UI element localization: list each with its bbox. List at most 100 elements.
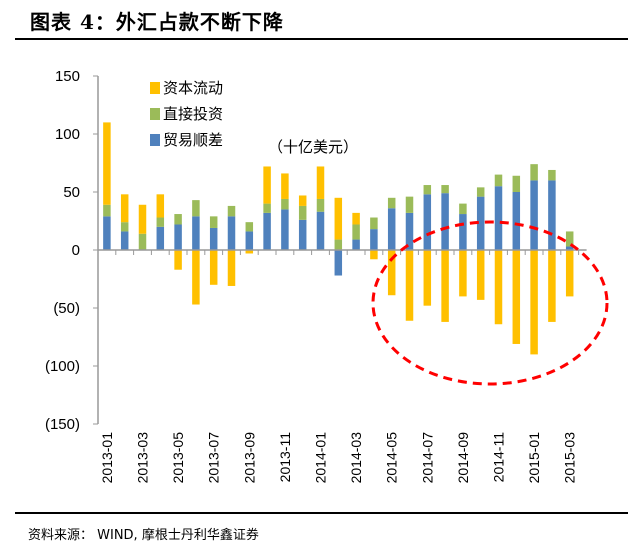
bar-2015-03-0	[565, 250, 574, 297]
bar-2014-01-2	[316, 211, 325, 250]
bar-2015-02-0	[548, 250, 556, 322]
bar-2013-10-1	[263, 203, 271, 213]
bar-2013-01-1	[103, 204, 111, 217]
bar-2013-01-0	[103, 122, 111, 205]
bar-2014-08-1	[441, 185, 449, 194]
bar-2014-08-0	[441, 250, 449, 322]
legend-label: 贸易顺差	[163, 131, 223, 149]
y-tick-label: 100	[55, 126, 80, 143]
bar-2013-07-0	[209, 250, 218, 285]
y-axis: 150 100 50 0 (50) (100) (150)	[45, 68, 99, 433]
bar-2013-01-2	[103, 216, 111, 250]
source-note: 资料来源： WIND, 摩根士丹利华鑫证券	[28, 528, 259, 543]
bar-2013-04-1	[156, 217, 165, 227]
y-tick-label: 0	[72, 242, 80, 259]
bar-2014-04-0	[370, 250, 378, 260]
bar-2014-10-1	[476, 187, 485, 197]
bar-2014-01-1	[316, 198, 325, 212]
bar-2013-06-0	[192, 250, 200, 305]
bar-2014-05-1	[387, 197, 396, 209]
bar-2013-06-1	[192, 200, 200, 217]
bar-2013-05-1	[174, 214, 182, 225]
bar-2014-11-0	[494, 250, 503, 325]
bar-2013-12-0	[298, 195, 307, 206]
figure-title: 图表 4：外汇占款不断下降	[30, 10, 284, 34]
bar-2014-06-0	[405, 250, 414, 321]
legend-label: 资本流动	[163, 79, 223, 97]
bar-2013-03-0	[138, 204, 147, 234]
bar-2014-06-1	[405, 196, 414, 213]
bar-2014-09-1	[459, 203, 467, 215]
bar-2013-11-2	[281, 209, 289, 250]
bar-2013-05-2	[174, 224, 182, 250]
x-tick-label: 2013-09	[241, 432, 257, 484]
bar-2014-02-1	[334, 239, 343, 250]
bar-2013-11-0	[281, 173, 289, 199]
y-tick-label: 50	[63, 184, 80, 201]
bar-2015-03-2	[565, 246, 574, 250]
bar-2013-03-1	[138, 233, 147, 250]
x-tick-label: 2014-03	[348, 432, 364, 484]
bar-2014-02-2	[334, 250, 343, 276]
legend-label: 直接投资	[163, 105, 223, 123]
x-tick-label: 2013-01	[99, 432, 115, 484]
bar-2014-07-2	[423, 194, 432, 250]
bar-2014-10-0	[476, 250, 485, 300]
bars	[103, 122, 574, 355]
y-tick-label: (150)	[45, 416, 80, 433]
footer-rule	[15, 512, 628, 514]
bar-2014-03-0	[352, 212, 360, 225]
bar-2014-02-0	[334, 197, 343, 240]
bar-2013-12-2	[298, 219, 307, 250]
bar-2013-04-0	[156, 194, 165, 218]
bar-2013-11-1	[281, 198, 289, 210]
bar-2014-04-1	[370, 217, 378, 230]
bar-2014-11-2	[494, 186, 503, 250]
title-rule	[15, 38, 628, 40]
bar-2013-05-0	[174, 250, 182, 270]
x-tick-label: 2013-07	[206, 432, 222, 484]
bar-2014-05-2	[387, 208, 396, 250]
bar-2013-02-1	[120, 222, 129, 232]
bar-2013-08-1	[227, 205, 236, 217]
x-axis: 2013-01 2013-03 2013-05 2013-07 2013-09 2013-…	[97, 249, 587, 484]
bar-2014-12-0	[512, 250, 521, 344]
bar-2015-01-1	[530, 164, 538, 181]
x-tick-label: 2014-05	[384, 432, 400, 484]
bar-2013-07-2	[209, 227, 218, 250]
bar-2015-03-1	[565, 231, 574, 247]
bar-2013-02-0	[120, 194, 129, 223]
bar-2014-04-2	[370, 229, 378, 250]
y-tick-label: 150	[55, 68, 80, 85]
bar-2013-10-0	[263, 166, 271, 204]
bar-2013-09-1	[245, 222, 254, 232]
x-tick-label: 2013-03	[135, 432, 151, 484]
bar-2015-02-1	[548, 169, 556, 181]
bar-2014-03-2	[352, 239, 360, 250]
bar-2014-11-1	[494, 174, 503, 187]
unit-label: （十亿美元）	[268, 138, 358, 156]
bar-2014-12-1	[512, 175, 521, 192]
bar-2013-02-2	[120, 231, 129, 250]
bar-2013-09-0	[245, 250, 254, 254]
bar-2015-01-0	[530, 250, 538, 355]
bar-2014-07-0	[423, 250, 432, 306]
bar-2014-12-2	[512, 192, 521, 250]
bar-2013-08-0	[227, 250, 236, 286]
bar-2014-07-1	[423, 185, 432, 195]
bar-2014-01-0	[316, 166, 325, 199]
bar-2013-10-2	[263, 212, 271, 250]
bar-2014-03-1	[352, 224, 360, 240]
x-tick-label: 2014-07	[419, 432, 435, 484]
bar-2013-08-2	[227, 216, 236, 250]
bar-2014-06-2	[405, 212, 414, 250]
bar-2013-07-1	[209, 216, 218, 228]
x-tick-label: 2013-05	[170, 432, 186, 484]
x-tick-label: 2014-01	[313, 432, 329, 484]
bar-2013-04-2	[156, 226, 165, 250]
bar-2013-12-1	[298, 205, 307, 220]
legend-swatch	[150, 108, 160, 120]
